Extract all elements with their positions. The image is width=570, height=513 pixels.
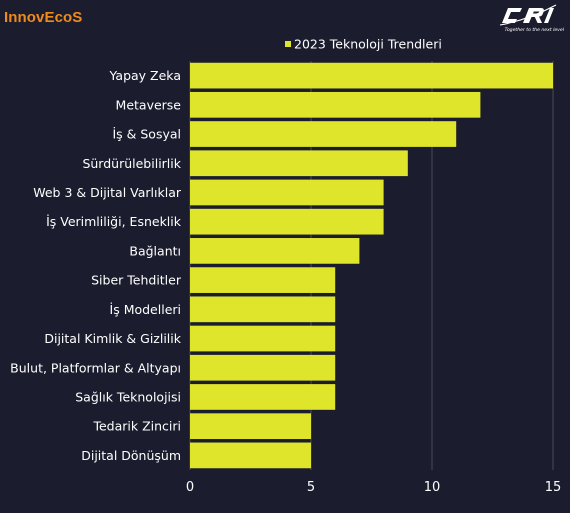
legend-label: 2023 Teknoloji Trendleri bbox=[294, 37, 442, 52]
category-label: Metaverse bbox=[116, 97, 182, 112]
x-tick-label: 15 bbox=[545, 480, 562, 495]
bar bbox=[190, 91, 481, 118]
x-tick-label: 5 bbox=[307, 480, 315, 495]
bar bbox=[190, 208, 384, 235]
category-label: İş Modelleri bbox=[110, 302, 181, 317]
category-label: Tedarik Zinciri bbox=[92, 419, 181, 434]
bar bbox=[190, 354, 336, 381]
category-label: Yapay Zeka bbox=[109, 68, 181, 83]
x-axis-ticks: 0 5 10 15 bbox=[186, 480, 561, 495]
legend-swatch bbox=[285, 41, 291, 47]
category-label: Sağlık Teknolojisi bbox=[75, 389, 181, 404]
bar bbox=[190, 442, 311, 469]
crif-logo: Together to the next level bbox=[498, 4, 564, 38]
category-labels: Yapay Zeka Metaverse İş & Sosyal Sürdürüleb… bbox=[10, 68, 182, 463]
bar bbox=[190, 384, 336, 410]
category-label: Bağlantı bbox=[129, 243, 181, 258]
bars bbox=[190, 62, 553, 469]
bar bbox=[190, 325, 336, 352]
category-label: İş Verimliliği, Esneklik bbox=[46, 214, 182, 229]
legend: 2023 Teknoloji Trendleri bbox=[285, 37, 442, 52]
bar bbox=[190, 267, 336, 293]
category-label: Dijital Dönüşüm bbox=[81, 448, 181, 463]
innovecos-logo: InnovEcoS bbox=[4, 9, 83, 26]
category-label: Web 3 & Dijital Varlıklar bbox=[33, 185, 182, 200]
bar bbox=[190, 62, 553, 89]
bar bbox=[190, 179, 384, 206]
category-label: Siber Tehditler bbox=[91, 273, 182, 288]
bar bbox=[190, 121, 457, 147]
category-label: Dijital Kimlik & Gizlilik bbox=[44, 331, 181, 346]
x-tick-label: 0 bbox=[186, 480, 194, 495]
category-label: İş & Sosyal bbox=[112, 127, 181, 142]
crif-logo-mark-icon bbox=[499, 4, 557, 26]
x-tick-label: 10 bbox=[424, 480, 441, 495]
bar bbox=[190, 238, 360, 264]
category-label: Sürdürülebilirlik bbox=[82, 156, 181, 171]
crif-tagline: Together to the next level bbox=[504, 28, 564, 33]
bar bbox=[190, 296, 336, 323]
bar bbox=[190, 150, 408, 177]
bar bbox=[190, 413, 311, 440]
category-label: Bulut, Platformlar & Altyapı bbox=[10, 360, 181, 375]
